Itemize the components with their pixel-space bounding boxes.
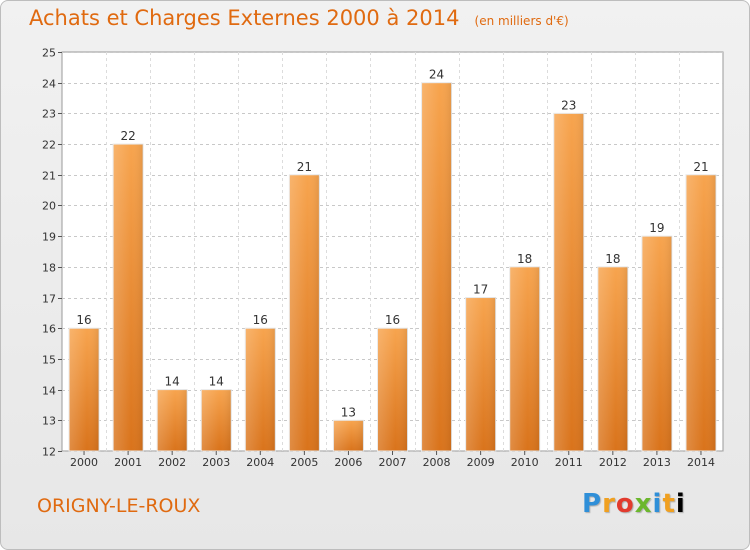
x-tick-label: 2008 (423, 456, 451, 469)
commune-name: ORIGNY-LE-ROUX (37, 495, 201, 517)
bar-value-label: 17 (473, 283, 488, 297)
bar-shade-2000 (69, 328, 100, 451)
chart-subtitle: (en milliers d'€) (474, 14, 569, 28)
bar-shade-2002 (157, 389, 188, 451)
bar-shade-2008 (421, 82, 452, 451)
title-row: Achats et Charges Externes 2000 à 2014 (… (29, 6, 569, 30)
y-tick-label: 20 (42, 200, 56, 213)
y-tick-label: 22 (42, 139, 56, 152)
bar-shade-2009 (465, 297, 496, 451)
bar-shade-2004 (245, 328, 276, 451)
bar-shade-2011 (553, 113, 584, 451)
y-tick-label: 24 (42, 78, 56, 91)
y-tick-label: 19 (42, 231, 56, 244)
y-tick-label: 16 (42, 323, 56, 336)
y-tick-label: 23 (42, 108, 56, 121)
x-tick-label: 2014 (687, 456, 715, 469)
bar-shade-2010 (509, 266, 540, 451)
bar-value-label: 16 (76, 313, 91, 327)
y-tick-label: 14 (42, 385, 56, 398)
x-tick-label: 2003 (202, 456, 230, 469)
bar-shade-2006 (333, 420, 364, 451)
bar-value-label: 18 (517, 252, 532, 266)
bar-value-label: 13 (341, 405, 356, 419)
y-tick-label: 25 (42, 47, 56, 60)
x-tick-label: 2011 (555, 456, 583, 469)
bar-shade-2007 (377, 328, 408, 451)
bar-value-label: 16 (253, 313, 268, 327)
bar-shade-2005 (289, 174, 320, 451)
bar-value-label: 21 (693, 160, 708, 174)
bar-value-label: 14 (209, 375, 224, 389)
x-tick-label: 2010 (511, 456, 539, 469)
x-tick-label: 2001 (114, 456, 142, 469)
bar-shade-2001 (113, 144, 144, 452)
x-tick-label: 2005 (290, 456, 318, 469)
bar-value-label: 18 (605, 252, 620, 266)
y-tick-label: 12 (42, 446, 56, 459)
bar-value-label: 22 (120, 129, 135, 143)
x-tick-label: 2013 (643, 456, 671, 469)
bar-value-label: 14 (165, 375, 180, 389)
bar-value-label: 21 (297, 160, 312, 174)
y-tick-label: 15 (42, 354, 56, 367)
x-tick-label: 2004 (246, 456, 274, 469)
x-tick-label: 2007 (379, 456, 407, 469)
bar-shade-2003 (201, 389, 232, 451)
proxiti-logo: Proxiti (582, 489, 686, 519)
bar-value-label: 24 (429, 68, 444, 82)
x-tick-label: 2000 (70, 456, 98, 469)
x-tick-label: 2012 (599, 456, 627, 469)
y-tick-label: 13 (42, 415, 56, 428)
y-tick-label: 18 (42, 262, 56, 275)
y-tick-label: 21 (42, 170, 56, 183)
x-tick-label: 2009 (467, 456, 495, 469)
bar-value-label: 19 (649, 221, 664, 235)
x-tick-label: 2006 (334, 456, 362, 469)
y-tick-label: 17 (42, 293, 56, 306)
bar-value-label: 23 (561, 98, 576, 112)
x-tick-label: 2002 (158, 456, 186, 469)
bar-shade-2013 (641, 236, 672, 451)
bar-value-label: 16 (385, 313, 400, 327)
bar-shade-2014 (685, 174, 716, 451)
bar-shade-2012 (597, 266, 628, 451)
chart-title: Achats et Charges Externes 2000 à 2014 (29, 6, 460, 30)
